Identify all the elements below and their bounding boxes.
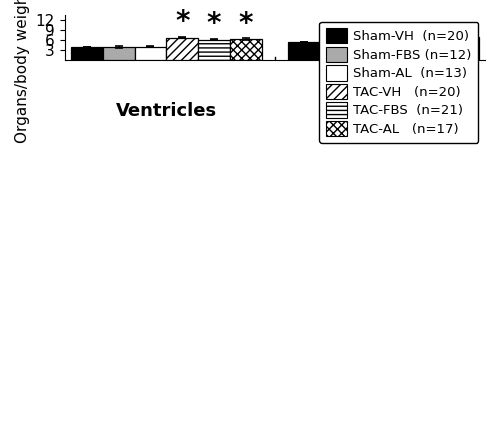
Bar	[230, 39, 262, 60]
Text: *: *	[207, 11, 222, 38]
Bar	[383, 36, 415, 60]
Text: Lungs: Lungs	[353, 102, 414, 120]
Text: Ventricles: Ventricles	[116, 102, 217, 120]
Bar	[198, 40, 230, 60]
Legend: Sham-VH  (n=20), Sham-FBS (n=12), Sham-AL  (n=13), TAC-VH   (n=20), TAC-FBS  (n=: Sham-VH (n=20), Sham-FBS (n=12), Sham-AL…	[319, 22, 478, 143]
Bar	[447, 37, 478, 60]
Bar	[415, 38, 447, 60]
Bar	[352, 42, 383, 60]
Bar	[166, 38, 198, 60]
Bar	[71, 47, 102, 60]
Bar	[134, 47, 166, 60]
Y-axis label: Organs/body weight (mg/g): Organs/body weight (mg/g)	[15, 0, 30, 143]
Text: *: *	[238, 10, 253, 38]
Bar	[102, 47, 134, 60]
Bar	[288, 42, 320, 60]
Bar	[320, 42, 352, 60]
Text: *: *	[175, 8, 190, 37]
